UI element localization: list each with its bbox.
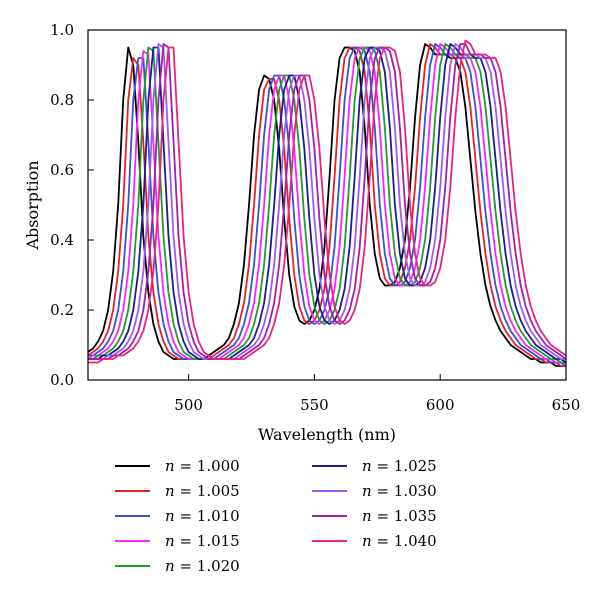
x-tick-label: 550 <box>300 396 329 414</box>
legend-entry: n = 1.000 <box>165 457 240 475</box>
legend-entry: n = 1.035 <box>362 507 437 525</box>
legend-entry: n = 1.040 <box>362 532 437 550</box>
y-tick-label: 0.6 <box>50 161 74 179</box>
legend-entry: n = 1.020 <box>165 557 240 575</box>
y-tick-label: 0.0 <box>50 371 74 389</box>
x-tick-label: 600 <box>426 396 455 414</box>
x-tick-label: 500 <box>174 396 203 414</box>
series-line-7 <box>88 43 566 360</box>
series-line-3 <box>88 43 566 367</box>
series-line-6 <box>88 43 566 364</box>
series-line-1 <box>88 43 566 367</box>
y-tick-label: 0.2 <box>50 301 74 319</box>
x-axis-label: Wavelength (nm) <box>258 425 396 444</box>
x-axis: 500 550 600 650 <box>174 374 580 414</box>
x-tick-label: 650 <box>552 396 581 414</box>
legend-entry: n = 1.030 <box>362 482 437 500</box>
series-line-8 <box>88 43 566 360</box>
y-axis: 0.0 0.2 0.4 0.6 0.8 1.0 <box>50 21 94 389</box>
y-axis-label: Absorption <box>23 160 42 250</box>
plot-frame <box>87 29 567 381</box>
legend: n = 1.000 n = 1.005 n = 1.010 n = 1.015 n = … <box>115 457 437 575</box>
series-line-2 <box>88 43 566 367</box>
legend-entry: n = 1.025 <box>362 457 437 475</box>
y-tick-label: 1.0 <box>50 21 74 39</box>
series-layer <box>88 39 566 367</box>
legend-entry: n = 1.010 <box>165 507 240 525</box>
legend-entry: n = 1.015 <box>165 532 240 550</box>
legend-entry: n = 1.005 <box>165 482 240 500</box>
y-tick-label: 0.4 <box>50 231 74 249</box>
series-line-9 <box>88 39 566 364</box>
y-tick-label: 0.8 <box>50 91 74 109</box>
